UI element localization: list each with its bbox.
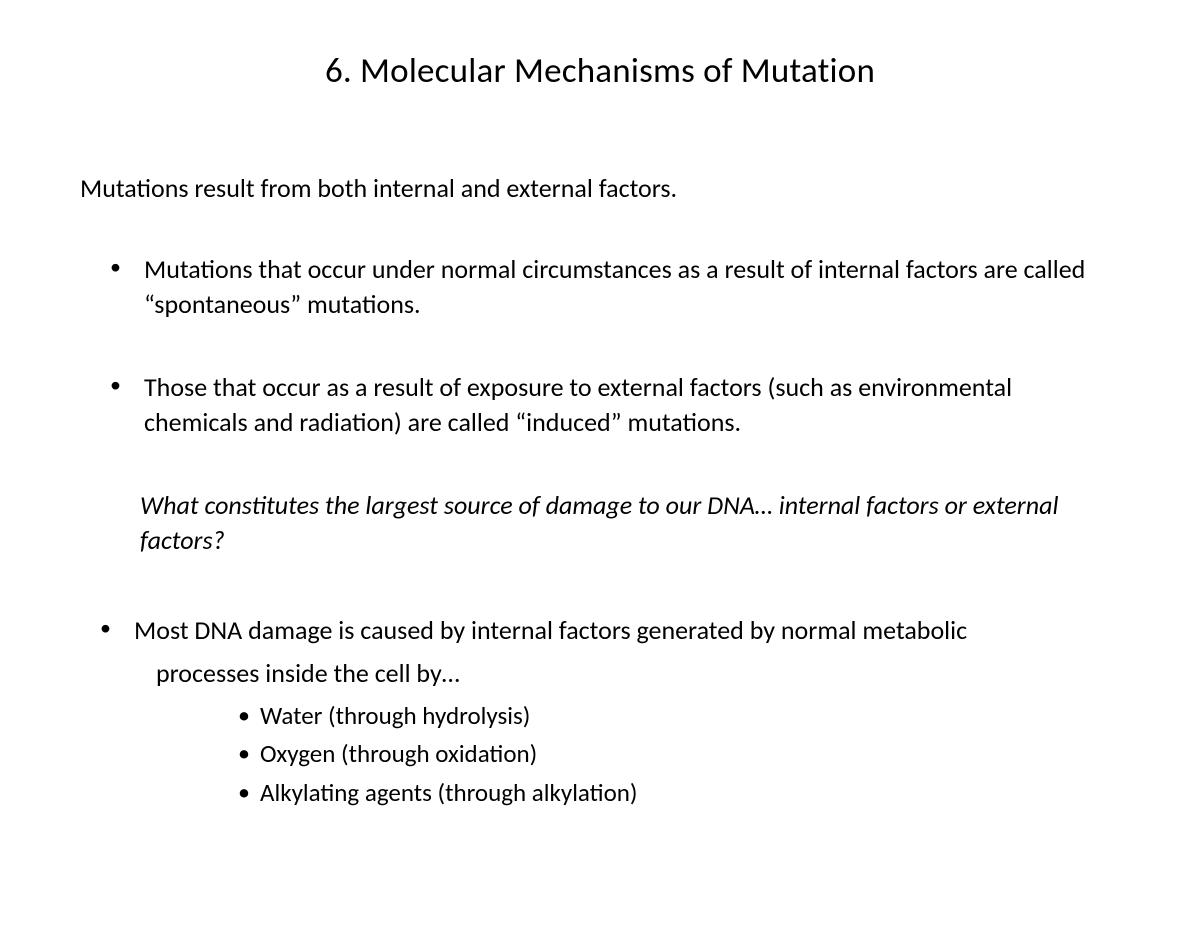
bullet-list-b: Most DNA damage is caused by internal fa… (100, 611, 1120, 813)
list-item: Water (through hydrolysis) (238, 697, 1120, 736)
list-item: Most DNA damage is caused by internal fa… (100, 611, 1120, 813)
bullet-b-cont: processes inside the cell by… (156, 654, 1120, 693)
slide: 6. Molecular Mechanisms of Mutation Muta… (0, 0, 1200, 927)
bullet-list-a: Mutations that occur under normal circum… (110, 252, 1120, 440)
list-item: Mutations that occur under normal circum… (110, 252, 1120, 322)
list-item: Oxygen (through oxidation) (238, 735, 1120, 774)
question-text: What constitutes the largest source of d… (140, 488, 1080, 558)
bullet-b-lead: Most DNA damage is caused by internal fa… (134, 611, 1120, 650)
slide-title: 6. Molecular Mechanisms of Mutation (80, 50, 1120, 92)
list-item: Alkylating agents (through alkylation) (238, 774, 1120, 813)
intro-text: Mutations result from both internal and … (80, 172, 1120, 204)
sub-bullet-list: Water (through hydrolysis) Oxygen (throu… (238, 697, 1120, 813)
list-item: Those that occur as a result of exposure… (110, 370, 1120, 440)
